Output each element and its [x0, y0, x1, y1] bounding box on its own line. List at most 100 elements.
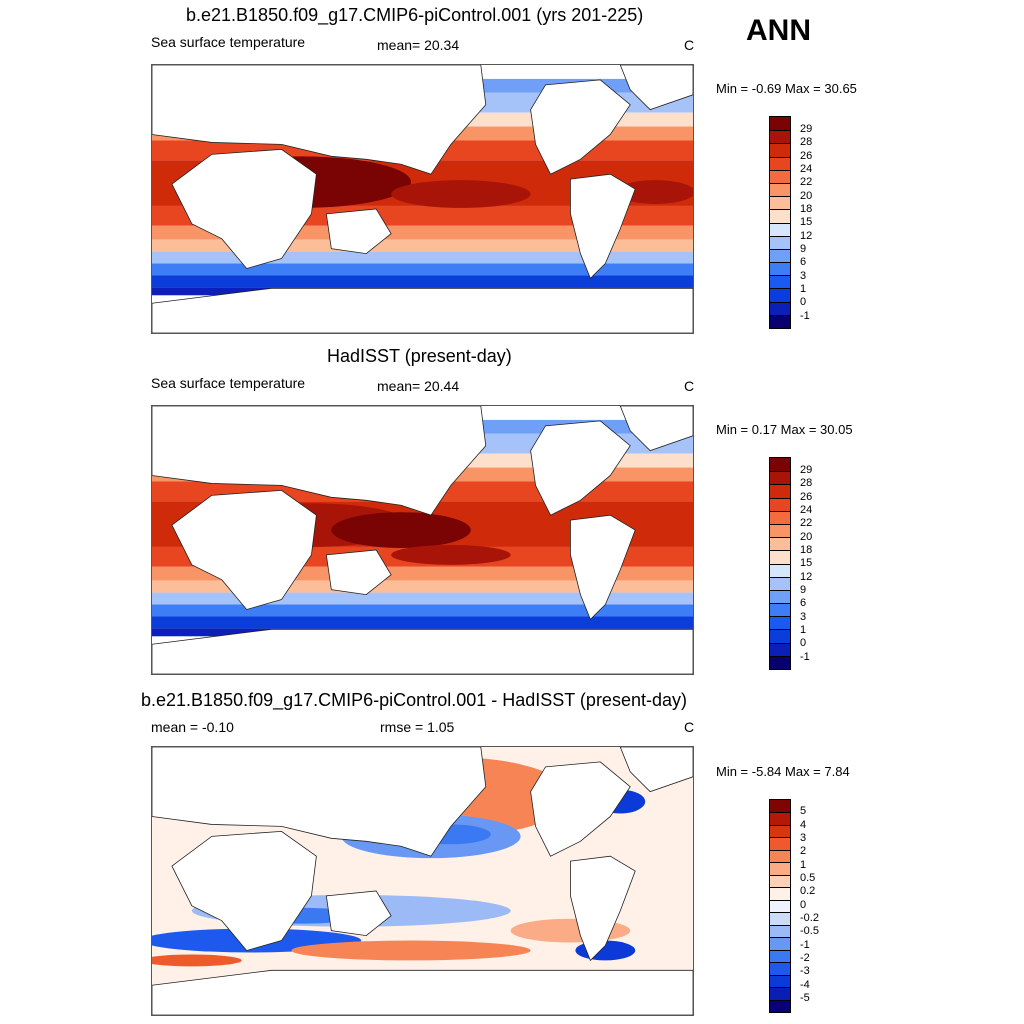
colorbar-swatch: [770, 222, 790, 236]
colorbar-swatch: [770, 497, 790, 511]
warm-pool: [391, 544, 511, 565]
units-label: C: [684, 37, 695, 53]
season-label: ANN: [746, 14, 811, 47]
colorbar-divider: [770, 576, 790, 578]
colorbar-swatch: [770, 563, 790, 577]
colorbar-label: 20: [800, 531, 813, 543]
colorbar-divider: [770, 655, 790, 657]
sst-map-difference: [151, 746, 694, 1016]
colorbar-label: -1: [800, 651, 810, 663]
colorbar-divider: [770, 156, 790, 158]
colorbar-divider: [770, 999, 790, 1001]
anomaly: [152, 954, 242, 967]
min-max-label: Min = 0.17 Max = 30.05: [716, 422, 853, 437]
warm-pool: [391, 180, 531, 208]
colorbar-swatch: [770, 275, 790, 289]
colorbar-label: 28: [800, 136, 813, 148]
colorbar-divider: [770, 143, 790, 145]
colorbar-swatch: [770, 887, 790, 900]
colorbar-swatch: [770, 912, 790, 925]
colorbar-label: 0: [800, 899, 807, 911]
colorbar-swatch: [770, 288, 790, 302]
colorbar-swatch: [770, 458, 790, 472]
colorbar-label: -1: [800, 939, 810, 951]
colorbar-label: -4: [800, 979, 810, 991]
colorbar-label: 15: [800, 557, 813, 569]
band: [152, 239, 693, 252]
colorbar-swatch: [770, 301, 790, 315]
colorbar-label: 0: [800, 296, 807, 308]
colorbar-swatch: [770, 655, 790, 669]
colorbar-label: -3: [800, 965, 810, 977]
colorbar-label: 9: [800, 243, 807, 255]
colorbar-label: 18: [800, 544, 813, 556]
colorbar-divider: [770, 169, 790, 171]
colorbar-swatch: [770, 999, 790, 1012]
colorbar-divider: [770, 563, 790, 565]
land: [152, 406, 693, 674]
colorbar-label: 1: [800, 859, 807, 871]
colorbar-swatch: [770, 603, 790, 617]
colorbar-swatch: [770, 837, 790, 850]
colorbar-swatch: [770, 949, 790, 963]
colorbar-label: 3: [800, 611, 807, 623]
colorbar-swatch: [770, 616, 790, 630]
mean-label: mean= 20.34: [377, 37, 460, 53]
colorbar-label: 29: [800, 123, 813, 135]
colorbar-swatch: [770, 576, 790, 590]
colorbar-label: 1: [800, 624, 807, 636]
colorbar-divider: [770, 987, 790, 989]
colorbar-label: 20: [800, 190, 813, 202]
colorbar-label: 0: [800, 637, 807, 649]
colorbar-swatch: [770, 874, 790, 888]
colorbar-divider: [770, 484, 790, 486]
land: [152, 747, 693, 1015]
sst-map-obs: [151, 405, 694, 675]
map-canvas: [152, 747, 693, 1015]
colorbar-divider: [770, 222, 790, 224]
colorbar-divider: [770, 497, 790, 499]
colorbar-label: 12: [800, 230, 813, 242]
colorbar-obs: [769, 457, 791, 670]
panel-title: b.e21.B1850.f09_g17.CMIP6-piControl.001 …: [141, 690, 687, 710]
colorbar-label: -2: [800, 952, 810, 964]
colorbar-swatch: [770, 537, 790, 551]
map-canvas: [152, 65, 693, 333]
band: [152, 263, 693, 276]
colorbar-divider: [770, 887, 790, 889]
panel-title: HadISST (present-day): [327, 346, 512, 366]
colorbar-swatch: [770, 812, 790, 825]
colorbar-label: 3: [800, 832, 807, 844]
colorbar-label: 22: [800, 517, 813, 529]
colorbar-divider: [770, 603, 790, 605]
colorbar-divider: [770, 937, 790, 939]
colorbar-divider: [770, 962, 790, 964]
colorbar-label: 22: [800, 176, 813, 188]
band: [152, 592, 693, 605]
colorbar-divider: [770, 824, 790, 826]
colorbar-label: 26: [800, 150, 813, 162]
colorbar-divider: [770, 314, 790, 316]
colorbar-swatch: [770, 824, 790, 838]
colorbar-divider: [770, 629, 790, 631]
colorbar-swatch: [770, 629, 790, 643]
colorbar-swatch: [770, 143, 790, 157]
colorbar-swatch: [770, 262, 790, 276]
colorbar-swatch: [770, 987, 790, 1000]
colorbar-swatch: [770, 209, 790, 223]
colorbar-label: 9: [800, 584, 807, 596]
colorbar-swatch: [770, 589, 790, 604]
colorbar-swatch: [770, 235, 790, 249]
colorbar-swatch: [770, 550, 790, 564]
colorbar-label: 26: [800, 491, 813, 503]
colorbar-divider: [770, 589, 790, 591]
colorbar-label: 0.2: [800, 885, 816, 897]
colorbar-swatch: [770, 849, 790, 863]
colorbar-swatch: [770, 196, 790, 210]
warm-pool: [615, 180, 693, 204]
colorbar-difference: [769, 799, 791, 1013]
colorbar-swatch: [770, 117, 790, 131]
colorbar-label: 6: [800, 256, 807, 268]
variable-label: Sea surface temperature: [151, 375, 306, 391]
colorbar-swatch: [770, 314, 790, 328]
